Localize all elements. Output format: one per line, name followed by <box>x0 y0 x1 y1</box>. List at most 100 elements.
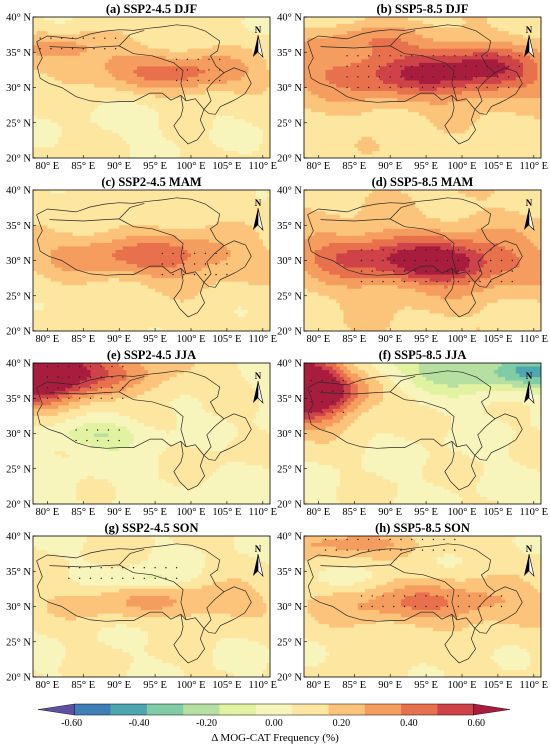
heatmap-cell <box>386 94 391 99</box>
heatmap-cell <box>101 41 106 46</box>
heatmap-cell <box>411 154 416 158</box>
heatmap-cell <box>50 136 56 141</box>
heatmap-cell <box>426 129 431 134</box>
heatmap-cell <box>365 133 370 138</box>
heatmap-cell <box>411 122 416 127</box>
heatmap-cell <box>321 17 327 22</box>
heatmap-cell <box>104 62 110 67</box>
heatmap-cell <box>94 126 99 131</box>
heatmap-cell <box>205 45 210 50</box>
heatmap-cell <box>198 94 203 99</box>
heatmap-cell <box>223 136 228 141</box>
heatmap-cell <box>208 108 214 113</box>
heatmap-cell <box>383 24 388 29</box>
heatmap-cell <box>58 115 63 120</box>
heatmap-cell <box>212 133 217 138</box>
heatmap-cell <box>72 108 77 113</box>
heatmap-cell <box>68 20 74 25</box>
heatmap-cell <box>314 59 319 64</box>
heatmap-cell <box>65 27 70 32</box>
heatmap-cell <box>314 69 319 75</box>
heatmap-cell <box>90 27 95 32</box>
heatmap-cell <box>137 119 142 124</box>
heatmap-cell <box>43 20 48 25</box>
heatmap-cell <box>155 105 160 110</box>
heatmap-cell <box>321 119 327 124</box>
heatmap-cell <box>266 147 270 152</box>
heatmap-cell <box>61 119 66 124</box>
heatmap-cell <box>155 17 160 22</box>
heatmap-cell <box>72 24 77 29</box>
heatmap-cell <box>458 76 463 82</box>
heatmap-cell <box>115 143 120 149</box>
heatmap-cell <box>375 73 381 78</box>
heatmap-cell <box>490 62 495 67</box>
heatmap-cell <box>469 119 474 124</box>
heatmap-cell <box>444 73 449 78</box>
y-tick-label: 40° N <box>6 13 31 24</box>
heatmap-cell <box>219 126 224 131</box>
heatmap-cell <box>244 62 250 67</box>
heatmap-cell <box>336 154 341 158</box>
heatmap-cell <box>415 52 420 57</box>
heatmap-cell <box>252 62 257 67</box>
heatmap-cell <box>479 122 485 127</box>
heatmap-cell <box>487 17 492 22</box>
heatmap-cell <box>505 34 510 39</box>
heatmap-cell <box>198 76 203 82</box>
heatmap-cell <box>216 115 221 120</box>
heatmap-cell <box>483 140 488 145</box>
heatmap-cell <box>426 87 431 92</box>
heatmap-cell <box>165 133 171 138</box>
heatmap-cell <box>350 80 355 85</box>
heatmap-cell <box>133 34 138 39</box>
heatmap-cell <box>169 112 174 117</box>
heatmap-cell <box>433 80 438 85</box>
heatmap-cell <box>234 119 239 124</box>
heatmap-cell <box>393 105 398 110</box>
heatmap-cell <box>415 126 420 131</box>
heatmap-cell <box>216 20 221 25</box>
heatmap-cell <box>226 34 232 39</box>
heatmap-cell <box>205 129 210 134</box>
heatmap-cell <box>325 69 330 75</box>
heatmap-cell <box>241 83 246 89</box>
heatmap-cell <box>255 73 260 78</box>
significance-dot <box>50 37 52 39</box>
heatmap-cell <box>108 105 113 110</box>
heatmap-cell <box>262 34 268 39</box>
heatmap-cell <box>361 52 366 57</box>
heatmap-cell <box>465 105 470 110</box>
heatmap-cell <box>487 59 492 64</box>
heatmap-cell <box>383 52 388 57</box>
heatmap-cell <box>76 140 81 145</box>
heatmap-cell <box>329 119 334 124</box>
heatmap-cell <box>237 150 242 156</box>
heatmap-cell <box>83 73 88 78</box>
heatmap-cell <box>494 73 499 78</box>
heatmap-cell <box>112 38 117 43</box>
heatmap-cell <box>368 66 373 71</box>
heatmap-cell <box>79 17 84 22</box>
heatmap-cell <box>76 98 81 103</box>
heatmap-cell <box>219 20 224 25</box>
heatmap-cell <box>104 91 110 96</box>
heatmap-cell <box>43 87 48 92</box>
heatmap-cell <box>47 34 52 39</box>
heatmap-cell <box>462 87 467 92</box>
heatmap-cell <box>454 101 460 106</box>
heatmap-cell <box>144 38 149 43</box>
heatmap-cell <box>483 17 488 22</box>
heatmap-cell <box>158 150 163 156</box>
heatmap-cell <box>408 83 413 89</box>
heatmap-cell <box>180 41 185 46</box>
heatmap-cell <box>176 55 181 60</box>
heatmap-cell <box>411 91 416 96</box>
heatmap-cell <box>458 20 463 25</box>
heatmap-cell <box>259 108 264 113</box>
heatmap-cell <box>314 76 319 82</box>
heatmap-cell <box>404 119 409 124</box>
heatmap-cell <box>418 83 424 89</box>
heatmap-cell <box>487 91 492 96</box>
heatmap-cell <box>318 154 323 158</box>
